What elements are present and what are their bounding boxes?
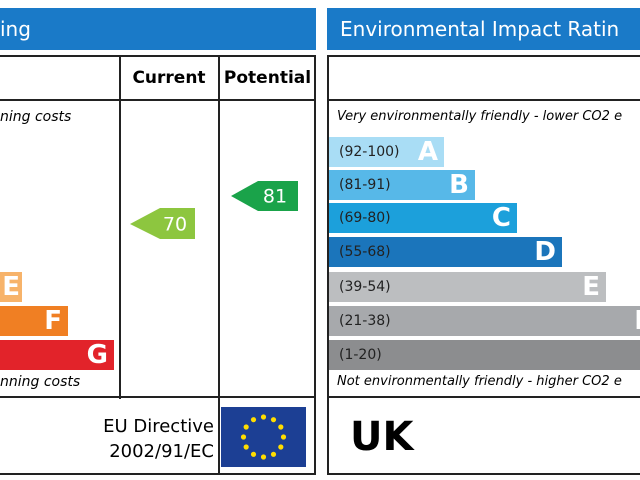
band-letter: E [582, 272, 600, 302]
star [243, 424, 249, 430]
star [250, 451, 257, 457]
band-range: (1-20) [339, 347, 382, 363]
band-letter: G [86, 340, 108, 370]
band-letter: C [491, 203, 511, 233]
rating-band: (55-68) D [329, 237, 562, 267]
current-arrow: 70 [130, 208, 195, 239]
rating-band: (81-91) B [329, 170, 475, 200]
star [270, 451, 277, 457]
current-rating: 70 [163, 214, 187, 236]
star [278, 424, 284, 430]
star [260, 454, 267, 460]
potential-arrow: 81 [231, 181, 298, 211]
directive: EU Directive 2002/91/EC [60, 414, 214, 464]
divider [0, 99, 316, 101]
right-title: Environmental Impact Ratin [327, 8, 640, 50]
band-range: (39-54) [339, 279, 391, 295]
rating-band: G [0, 340, 114, 370]
eu-flag [221, 407, 306, 467]
band-letter: A [417, 137, 438, 167]
divider [218, 55, 220, 475]
band-range: (92-100) [339, 144, 400, 160]
band-letter: F [634, 306, 640, 336]
divider [327, 99, 640, 101]
band-range: (69-80) [339, 210, 391, 226]
rating-band: F [0, 306, 68, 336]
divider [327, 396, 640, 398]
rating-band: (39-54) E [329, 272, 606, 302]
bottom-note: nning costs [0, 374, 81, 390]
band-range: (55-68) [339, 244, 391, 260]
band-letter: D [534, 237, 556, 267]
rating-band: (69-80) C [329, 203, 517, 233]
divider [119, 55, 121, 399]
divider [0, 396, 316, 398]
left-frame [0, 55, 316, 475]
left-title: ing [0, 8, 316, 50]
band-letter: B [449, 170, 469, 200]
bottom-note: Not environmentally friendly - higher CO… [337, 374, 622, 389]
top-note: Very environmentally friendly - lower CO… [337, 109, 623, 124]
directive-line: EU Directive [103, 416, 214, 437]
top-note: ning costs [0, 109, 72, 125]
rating-band: E [0, 272, 22, 302]
right-frame [327, 55, 640, 475]
star [260, 414, 267, 420]
band-range: (81-91) [339, 177, 391, 193]
band-range: (21-38) [339, 313, 391, 329]
star [250, 417, 257, 423]
band-letter: F [44, 306, 62, 336]
star [278, 444, 284, 450]
column-header: Current [132, 68, 206, 88]
star [240, 434, 247, 440]
band-letter: E [2, 272, 20, 302]
star [280, 434, 287, 440]
star [243, 444, 249, 450]
column-header: Potential [223, 68, 312, 88]
star [270, 417, 277, 423]
rating-band: (1-20) [329, 340, 640, 370]
rating-band: (92-100) A [329, 137, 444, 167]
rating-band: (21-38) F [329, 306, 640, 336]
directive-line: 2002/91/EC [109, 441, 214, 462]
country: UK [350, 414, 414, 460]
potential-rating: 81 [263, 186, 287, 208]
